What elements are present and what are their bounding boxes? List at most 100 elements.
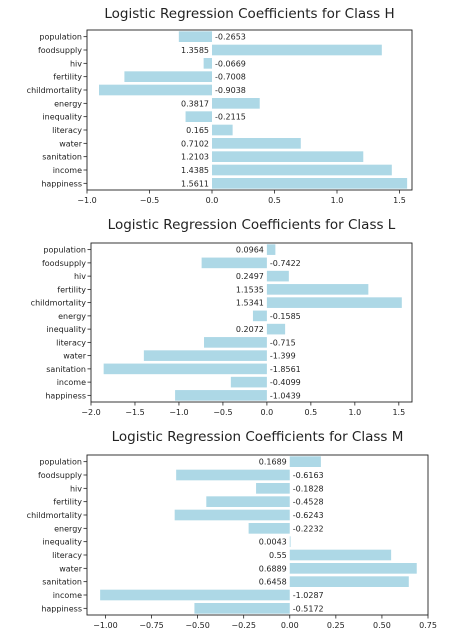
value-label: 0.7102 bbox=[181, 139, 209, 148]
y-tick-label: happiness bbox=[45, 391, 86, 400]
bar-water bbox=[289, 563, 417, 574]
bar-sanitation bbox=[289, 576, 409, 587]
bar-water bbox=[212, 138, 301, 149]
bar-happiness bbox=[194, 603, 290, 614]
chart-title: Logistic Regression Coefficients for Cla… bbox=[112, 429, 404, 445]
y-tick-label: literacy bbox=[52, 551, 82, 560]
y-tick-label: water bbox=[59, 139, 83, 148]
x-tick-label: 0.0 bbox=[206, 196, 219, 205]
bar-literacy bbox=[204, 337, 267, 348]
x-tick-label: 1.5 bbox=[393, 196, 406, 205]
value-label: -0.2653 bbox=[215, 33, 246, 42]
y-tick-label: childmortality bbox=[27, 511, 83, 520]
x-tick-label: −0.25 bbox=[231, 621, 256, 630]
value-label: -0.6163 bbox=[293, 471, 324, 480]
bar-literacy bbox=[289, 549, 392, 561]
y-tick-label: hiv bbox=[70, 484, 82, 493]
x-tick-label: 0.0 bbox=[261, 408, 274, 417]
y-tick-label: income bbox=[53, 166, 82, 175]
value-label: -1.0439 bbox=[270, 391, 301, 400]
y-tick-label: income bbox=[53, 591, 82, 600]
value-label: 0.3817 bbox=[181, 99, 209, 108]
bar-literacy bbox=[212, 124, 233, 136]
value-label: -0.9038 bbox=[215, 86, 246, 95]
bar-energy bbox=[252, 310, 267, 322]
x-tick-label: −1.00 bbox=[93, 621, 118, 630]
x-tick-label: −0.50 bbox=[185, 621, 210, 630]
y-tick-label: fertility bbox=[53, 498, 82, 507]
bar-hiv bbox=[266, 270, 289, 282]
bar-income bbox=[100, 589, 290, 601]
value-label: 1.1535 bbox=[236, 285, 264, 294]
value-label: 0.55 bbox=[269, 551, 287, 560]
y-tick-label: population bbox=[39, 33, 82, 42]
value-label: -1.399 bbox=[270, 352, 296, 361]
y-tick-label: hiv bbox=[70, 59, 82, 68]
y-tick-label: fertility bbox=[57, 285, 86, 294]
y-tick-label: water bbox=[59, 564, 83, 573]
value-label: -0.7422 bbox=[270, 259, 301, 268]
bar-childmortality bbox=[266, 297, 402, 308]
bar-inequality bbox=[266, 323, 286, 335]
x-tick-label: 0.00 bbox=[281, 621, 299, 630]
bar-sanitation bbox=[103, 363, 267, 375]
value-label: -0.1828 bbox=[293, 484, 324, 493]
bar-income bbox=[230, 376, 267, 388]
x-tick-label: −1.0 bbox=[77, 196, 96, 205]
bar-fertility bbox=[206, 496, 290, 507]
y-tick-label: water bbox=[63, 352, 87, 361]
y-tick-label: inequality bbox=[42, 113, 82, 122]
y-tick-label: income bbox=[57, 378, 86, 387]
chart-class-h: Logistic Regression Coefficients for Cla… bbox=[27, 6, 413, 205]
y-tick-label: energy bbox=[54, 524, 82, 533]
chart-class-l: Logistic Regression Coefficients for Cla… bbox=[31, 217, 413, 417]
bar-population bbox=[289, 456, 321, 467]
x-tick-label: −0.5 bbox=[140, 196, 159, 205]
bar-childmortality bbox=[99, 84, 212, 96]
value-label: -0.2232 bbox=[293, 524, 324, 533]
plot-frame bbox=[86, 454, 429, 616]
bar-childmortality bbox=[174, 509, 290, 521]
bar-energy bbox=[248, 523, 290, 534]
y-tick-label: hiv bbox=[74, 272, 86, 281]
bar-income bbox=[212, 164, 392, 176]
bar-foodsupply bbox=[176, 469, 290, 481]
bar-happiness bbox=[175, 390, 267, 401]
value-label: -0.6243 bbox=[293, 511, 324, 520]
plot-frame bbox=[90, 242, 413, 403]
bar-hiv bbox=[203, 58, 212, 69]
bar-fertility bbox=[266, 284, 369, 295]
x-tick-label: −1.5 bbox=[125, 408, 144, 417]
chart-class-m: Logistic Regression Coefficients for Cla… bbox=[27, 429, 437, 630]
value-label: 0.165 bbox=[186, 126, 209, 135]
bar-happiness bbox=[212, 178, 408, 189]
chart-title: Logistic Regression Coefficients for Cla… bbox=[104, 6, 394, 22]
y-tick-label: inequality bbox=[46, 325, 86, 334]
y-tick-label: happiness bbox=[41, 179, 82, 188]
value-label: -0.5172 bbox=[293, 604, 324, 613]
y-tick-label: sanitation bbox=[42, 578, 82, 587]
y-tick-label: inequality bbox=[42, 538, 82, 547]
bar-hiv bbox=[256, 483, 290, 494]
bar-sanitation bbox=[212, 151, 364, 162]
y-tick-label: sanitation bbox=[42, 153, 82, 162]
x-tick-label: −1.0 bbox=[169, 408, 188, 417]
bar-population bbox=[266, 244, 276, 255]
y-tick-label: fertility bbox=[53, 73, 82, 82]
y-tick-label: population bbox=[43, 246, 86, 255]
y-tick-label: energy bbox=[58, 312, 86, 321]
bar-water bbox=[143, 350, 267, 361]
value-label: 0.0043 bbox=[259, 538, 287, 547]
y-tick-label: population bbox=[39, 458, 82, 467]
value-label: 0.2072 bbox=[236, 325, 264, 334]
value-label: -0.2115 bbox=[215, 113, 246, 122]
x-tick-label: 0.25 bbox=[327, 621, 345, 630]
value-label: -0.7008 bbox=[215, 73, 246, 82]
value-label: 1.2103 bbox=[181, 153, 209, 162]
value-label: -1.0287 bbox=[293, 591, 324, 600]
x-tick-label: 1.5 bbox=[392, 408, 405, 417]
value-label: 1.5341 bbox=[236, 299, 264, 308]
y-tick-label: foodsupply bbox=[38, 46, 82, 55]
y-tick-label: childmortality bbox=[31, 299, 87, 308]
